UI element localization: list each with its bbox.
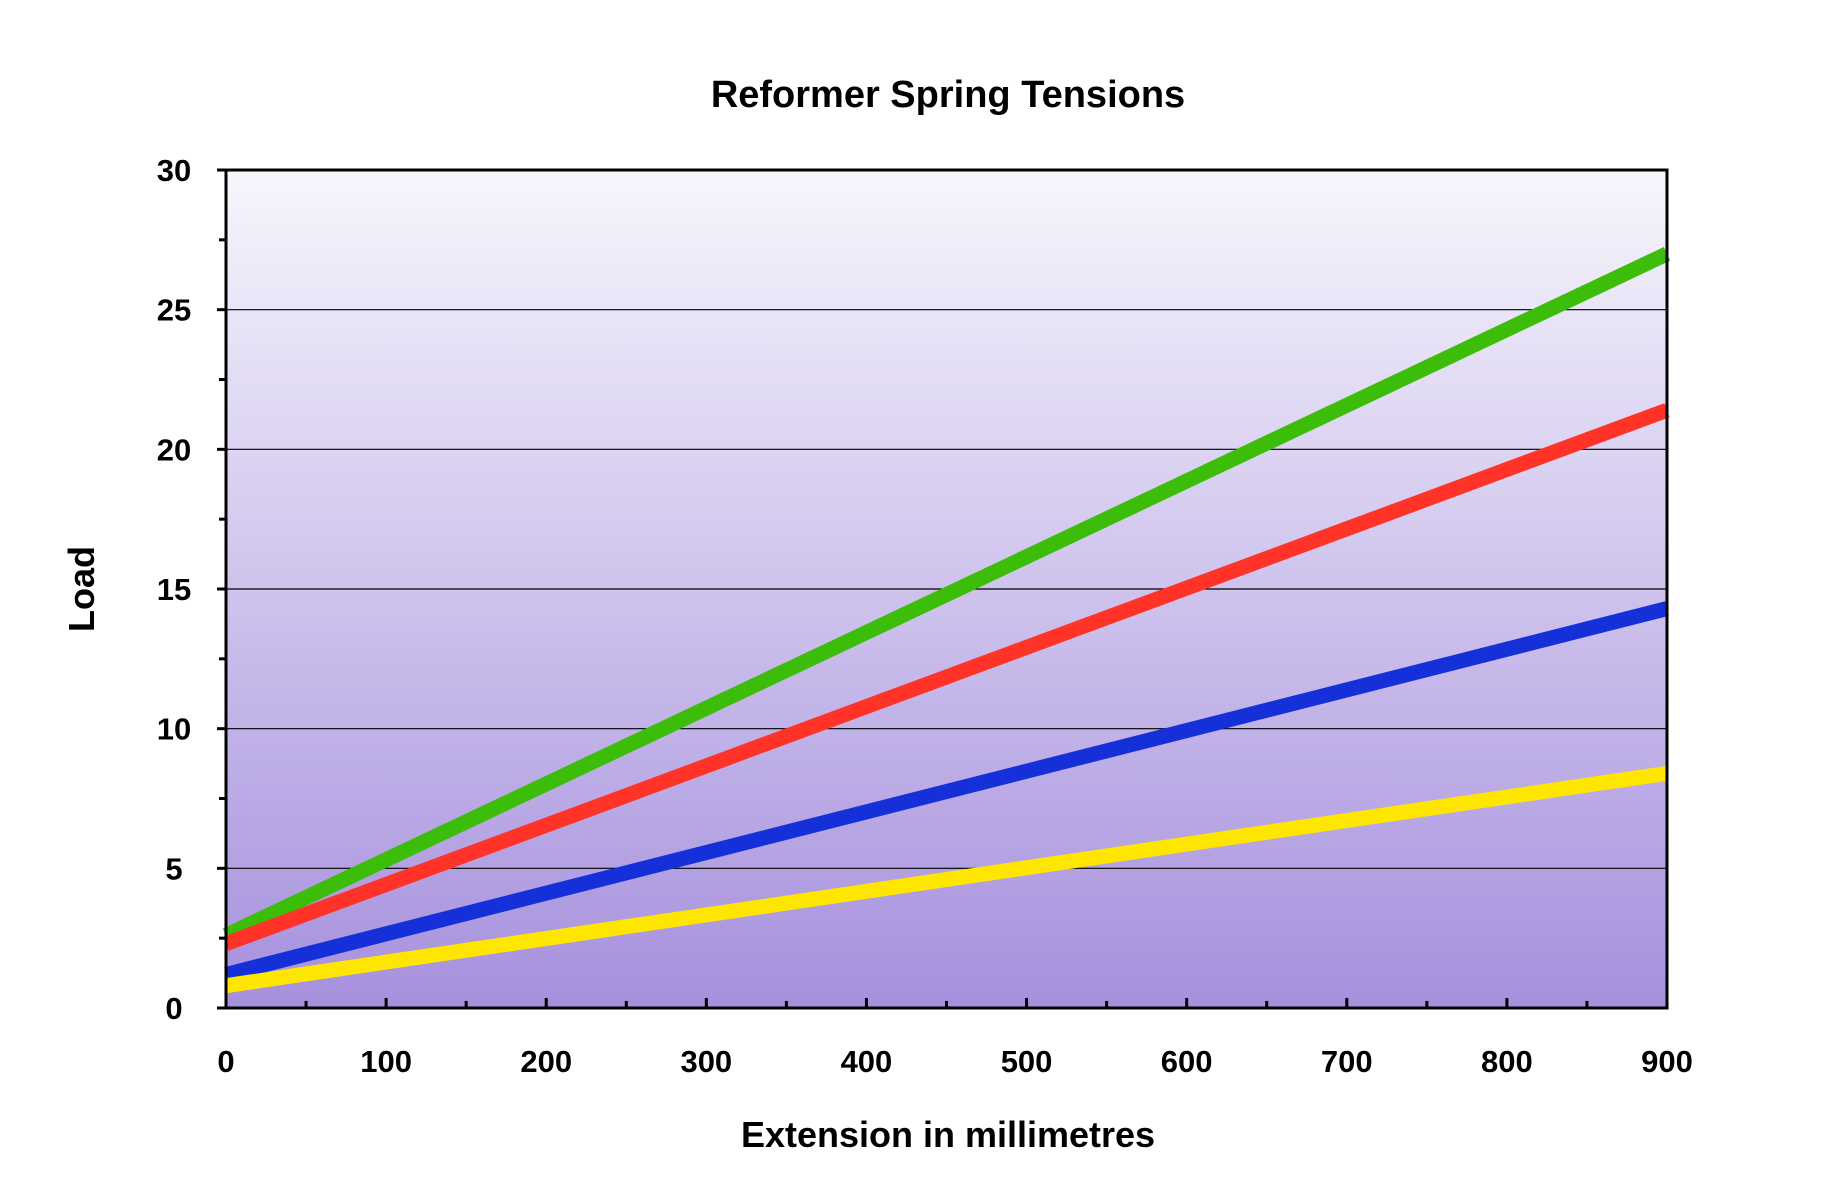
x-axis-label: Extension in millimetres — [741, 1114, 1155, 1155]
y-tick-label: 15 — [157, 572, 191, 607]
y-tick-label: 5 — [165, 851, 182, 886]
x-tick-label: 400 — [841, 1044, 893, 1079]
series-layer — [222, 247, 1671, 994]
y-tick-label: 10 — [157, 712, 191, 747]
x-tick-label: 300 — [680, 1044, 732, 1079]
x-tick-label: 200 — [520, 1044, 572, 1079]
x-tick-label: 800 — [1481, 1044, 1533, 1079]
x-tick-label: 900 — [1641, 1044, 1693, 1079]
series-line-1 — [222, 247, 1671, 943]
y-axis-label: Load — [61, 546, 102, 632]
series-line-2 — [223, 403, 1670, 951]
x-tick-label: 500 — [1001, 1044, 1053, 1079]
series-line-4 — [224, 765, 1669, 994]
chart-title: Reformer Spring Tensions — [711, 74, 1185, 116]
y-tick-label: 25 — [157, 293, 191, 328]
x-tick-label: 0 — [217, 1044, 234, 1079]
x-tick-label: 100 — [360, 1044, 412, 1079]
x-tick-labels: 0 100 200 300 400 500 600 700 800 900 — [217, 1044, 1692, 1079]
y-tick-label: 0 — [165, 991, 182, 1026]
tick-marks — [217, 168, 1669, 1010]
y-tick-label: 20 — [157, 432, 191, 467]
y-tick-label: 30 — [157, 153, 191, 188]
y-tick-labels: 0 5 10 15 20 25 30 — [157, 153, 191, 1026]
x-tick-label: 700 — [1321, 1044, 1373, 1079]
x-tick-label: 600 — [1161, 1044, 1213, 1079]
series-line-3 — [224, 601, 1669, 982]
